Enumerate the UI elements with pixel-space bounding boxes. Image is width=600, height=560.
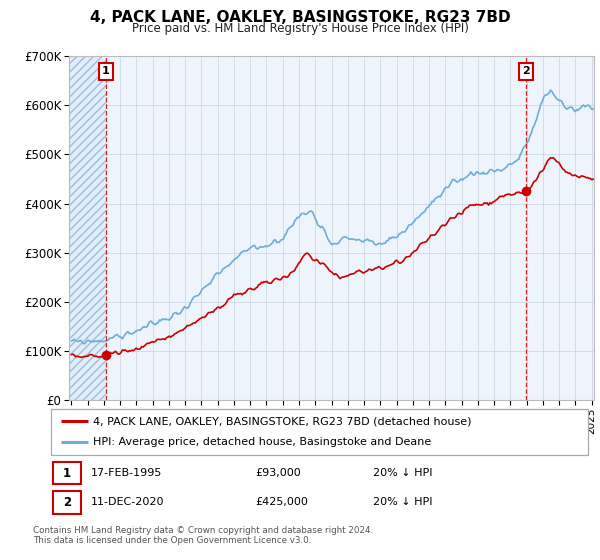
Text: 4, PACK LANE, OAKLEY, BASINGSTOKE, RG23 7BD: 4, PACK LANE, OAKLEY, BASINGSTOKE, RG23 … (89, 10, 511, 25)
Text: This data is licensed under the Open Government Licence v3.0.: This data is licensed under the Open Gov… (33, 536, 311, 545)
Bar (64, 56, 106, 400)
Text: Price paid vs. HM Land Registry's House Price Index (HPI): Price paid vs. HM Land Registry's House … (131, 22, 469, 35)
Text: 1: 1 (63, 466, 71, 480)
Text: 4, PACK LANE, OAKLEY, BASINGSTOKE, RG23 7BD (detached house): 4, PACK LANE, OAKLEY, BASINGSTOKE, RG23 … (93, 416, 472, 426)
Text: £425,000: £425,000 (255, 497, 308, 507)
Text: 2: 2 (522, 67, 530, 77)
Text: £93,000: £93,000 (255, 468, 301, 478)
Text: 20% ↓ HPI: 20% ↓ HPI (373, 497, 433, 507)
FancyBboxPatch shape (53, 491, 81, 514)
FancyBboxPatch shape (51, 409, 588, 455)
Text: 1: 1 (102, 67, 110, 77)
FancyBboxPatch shape (53, 462, 81, 484)
Text: 2: 2 (63, 496, 71, 509)
Text: 20% ↓ HPI: 20% ↓ HPI (373, 468, 433, 478)
Text: HPI: Average price, detached house, Basingstoke and Deane: HPI: Average price, detached house, Basi… (93, 437, 431, 447)
Text: 17-FEB-1995: 17-FEB-1995 (91, 468, 163, 478)
Text: 11-DEC-2020: 11-DEC-2020 (91, 497, 165, 507)
Text: Contains HM Land Registry data © Crown copyright and database right 2024.: Contains HM Land Registry data © Crown c… (33, 526, 373, 535)
